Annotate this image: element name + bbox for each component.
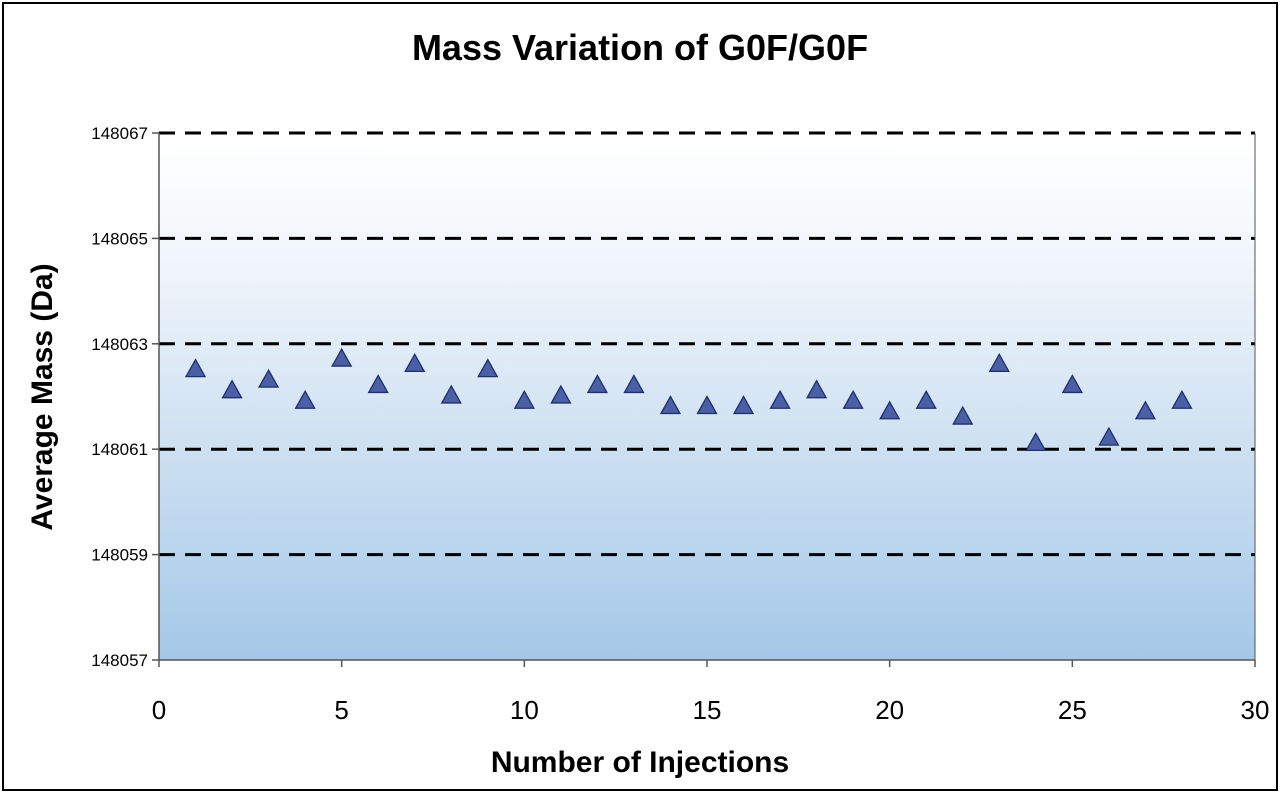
- data-point: [1134, 400, 1157, 420]
- y-tick-label: 148067: [91, 124, 148, 143]
- data-point: [842, 389, 864, 409]
- y-tick-label: 148063: [91, 335, 148, 354]
- data-point: [550, 384, 572, 404]
- data-point: [623, 374, 645, 394]
- data-point: [879, 400, 901, 420]
- data-point: [513, 389, 535, 409]
- x-axis-title: Number of Injections: [491, 746, 789, 779]
- data-point: [1025, 432, 1047, 452]
- data-point: [184, 358, 207, 378]
- y-tick-label: 148057: [91, 651, 148, 670]
- data-point: [440, 384, 462, 404]
- data-point: [331, 347, 353, 367]
- data-point: [988, 353, 1010, 372]
- data-point: [1061, 374, 1083, 394]
- data-points: [184, 347, 1193, 452]
- y-axis-title: Average Mass (Da): [26, 263, 59, 530]
- x-tick-label: 15: [693, 695, 722, 725]
- data-point: [915, 389, 937, 409]
- data-point: [221, 379, 243, 399]
- x-tick-label: 0: [152, 695, 166, 725]
- x-tick-label: 30: [1241, 695, 1270, 725]
- data-point: [696, 395, 718, 415]
- x-tick-label: 10: [510, 695, 539, 725]
- data-point: [769, 389, 791, 409]
- data-point: [1098, 426, 1120, 446]
- data-point: [659, 395, 682, 415]
- x-axis-ticks: 0 5 10 15 20 25 30: [152, 660, 1270, 725]
- data-point: [257, 368, 280, 388]
- data-point: [586, 374, 609, 394]
- y-axis-ticks: 148057 148059 148061 148063 148065 148067: [91, 124, 159, 670]
- data-point: [952, 405, 974, 425]
- y-tick-label: 148061: [91, 440, 148, 459]
- data-point: [294, 389, 316, 409]
- data-point: [367, 374, 389, 394]
- chart-title: Mass Variation of G0F/G0F: [412, 27, 868, 68]
- x-tick-label: 20: [875, 695, 904, 725]
- grid-lines: [159, 131, 1255, 557]
- x-tick-label: 25: [1058, 695, 1087, 725]
- x-tick-label: 5: [334, 695, 348, 725]
- data-point: [404, 353, 426, 372]
- data-point: [477, 358, 499, 378]
- y-tick-label: 148059: [91, 546, 148, 565]
- data-point: [805, 379, 828, 399]
- y-tick-label: 148065: [91, 229, 148, 248]
- data-point: [1171, 389, 1193, 409]
- data-point: [732, 395, 755, 415]
